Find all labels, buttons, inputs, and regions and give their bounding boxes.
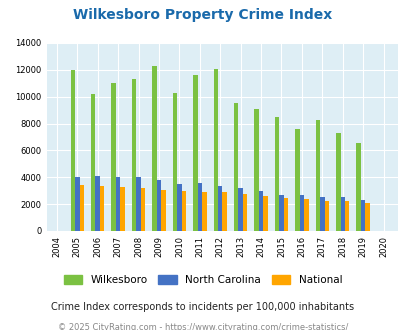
Bar [217, 186, 222, 231]
Bar [222, 192, 226, 231]
Bar [70, 70, 75, 231]
Bar [294, 129, 299, 231]
Bar [344, 201, 349, 231]
Text: © 2025 CityRating.com - https://www.cityrating.com/crime-statistics/: © 2025 CityRating.com - https://www.city… [58, 323, 347, 330]
Bar [91, 94, 95, 231]
Bar [360, 200, 364, 231]
Bar [238, 188, 242, 231]
Bar [152, 66, 156, 231]
Bar [283, 198, 288, 231]
Bar [254, 109, 258, 231]
Bar [172, 93, 177, 231]
Bar [202, 192, 206, 231]
Bar [340, 197, 344, 231]
Bar [242, 194, 247, 231]
Bar [120, 187, 125, 231]
Bar [299, 195, 303, 231]
Bar [263, 196, 267, 231]
Legend: Wilkesboro, North Carolina, National: Wilkesboro, North Carolina, National [60, 271, 345, 289]
Bar [177, 184, 181, 231]
Bar [136, 177, 141, 231]
Bar [303, 199, 308, 231]
Bar [213, 69, 217, 231]
Bar [324, 201, 328, 231]
Text: Wilkesboro Property Crime Index: Wilkesboro Property Crime Index [73, 8, 332, 22]
Bar [319, 197, 324, 231]
Bar [79, 185, 84, 231]
Bar [100, 186, 104, 231]
Bar [364, 204, 369, 231]
Bar [274, 117, 279, 231]
Bar [95, 176, 100, 231]
Bar [335, 133, 340, 231]
Bar [75, 177, 79, 231]
Bar [115, 177, 120, 231]
Bar [315, 120, 319, 231]
Bar [197, 183, 202, 231]
Bar [279, 195, 283, 231]
Bar [156, 180, 161, 231]
Text: Crime Index corresponds to incidents per 100,000 inhabitants: Crime Index corresponds to incidents per… [51, 302, 354, 312]
Bar [233, 103, 238, 231]
Bar [161, 190, 165, 231]
Bar [193, 75, 197, 231]
Bar [111, 83, 115, 231]
Bar [258, 191, 263, 231]
Bar [141, 188, 145, 231]
Bar [132, 79, 136, 231]
Bar [356, 143, 360, 231]
Bar [181, 191, 185, 231]
